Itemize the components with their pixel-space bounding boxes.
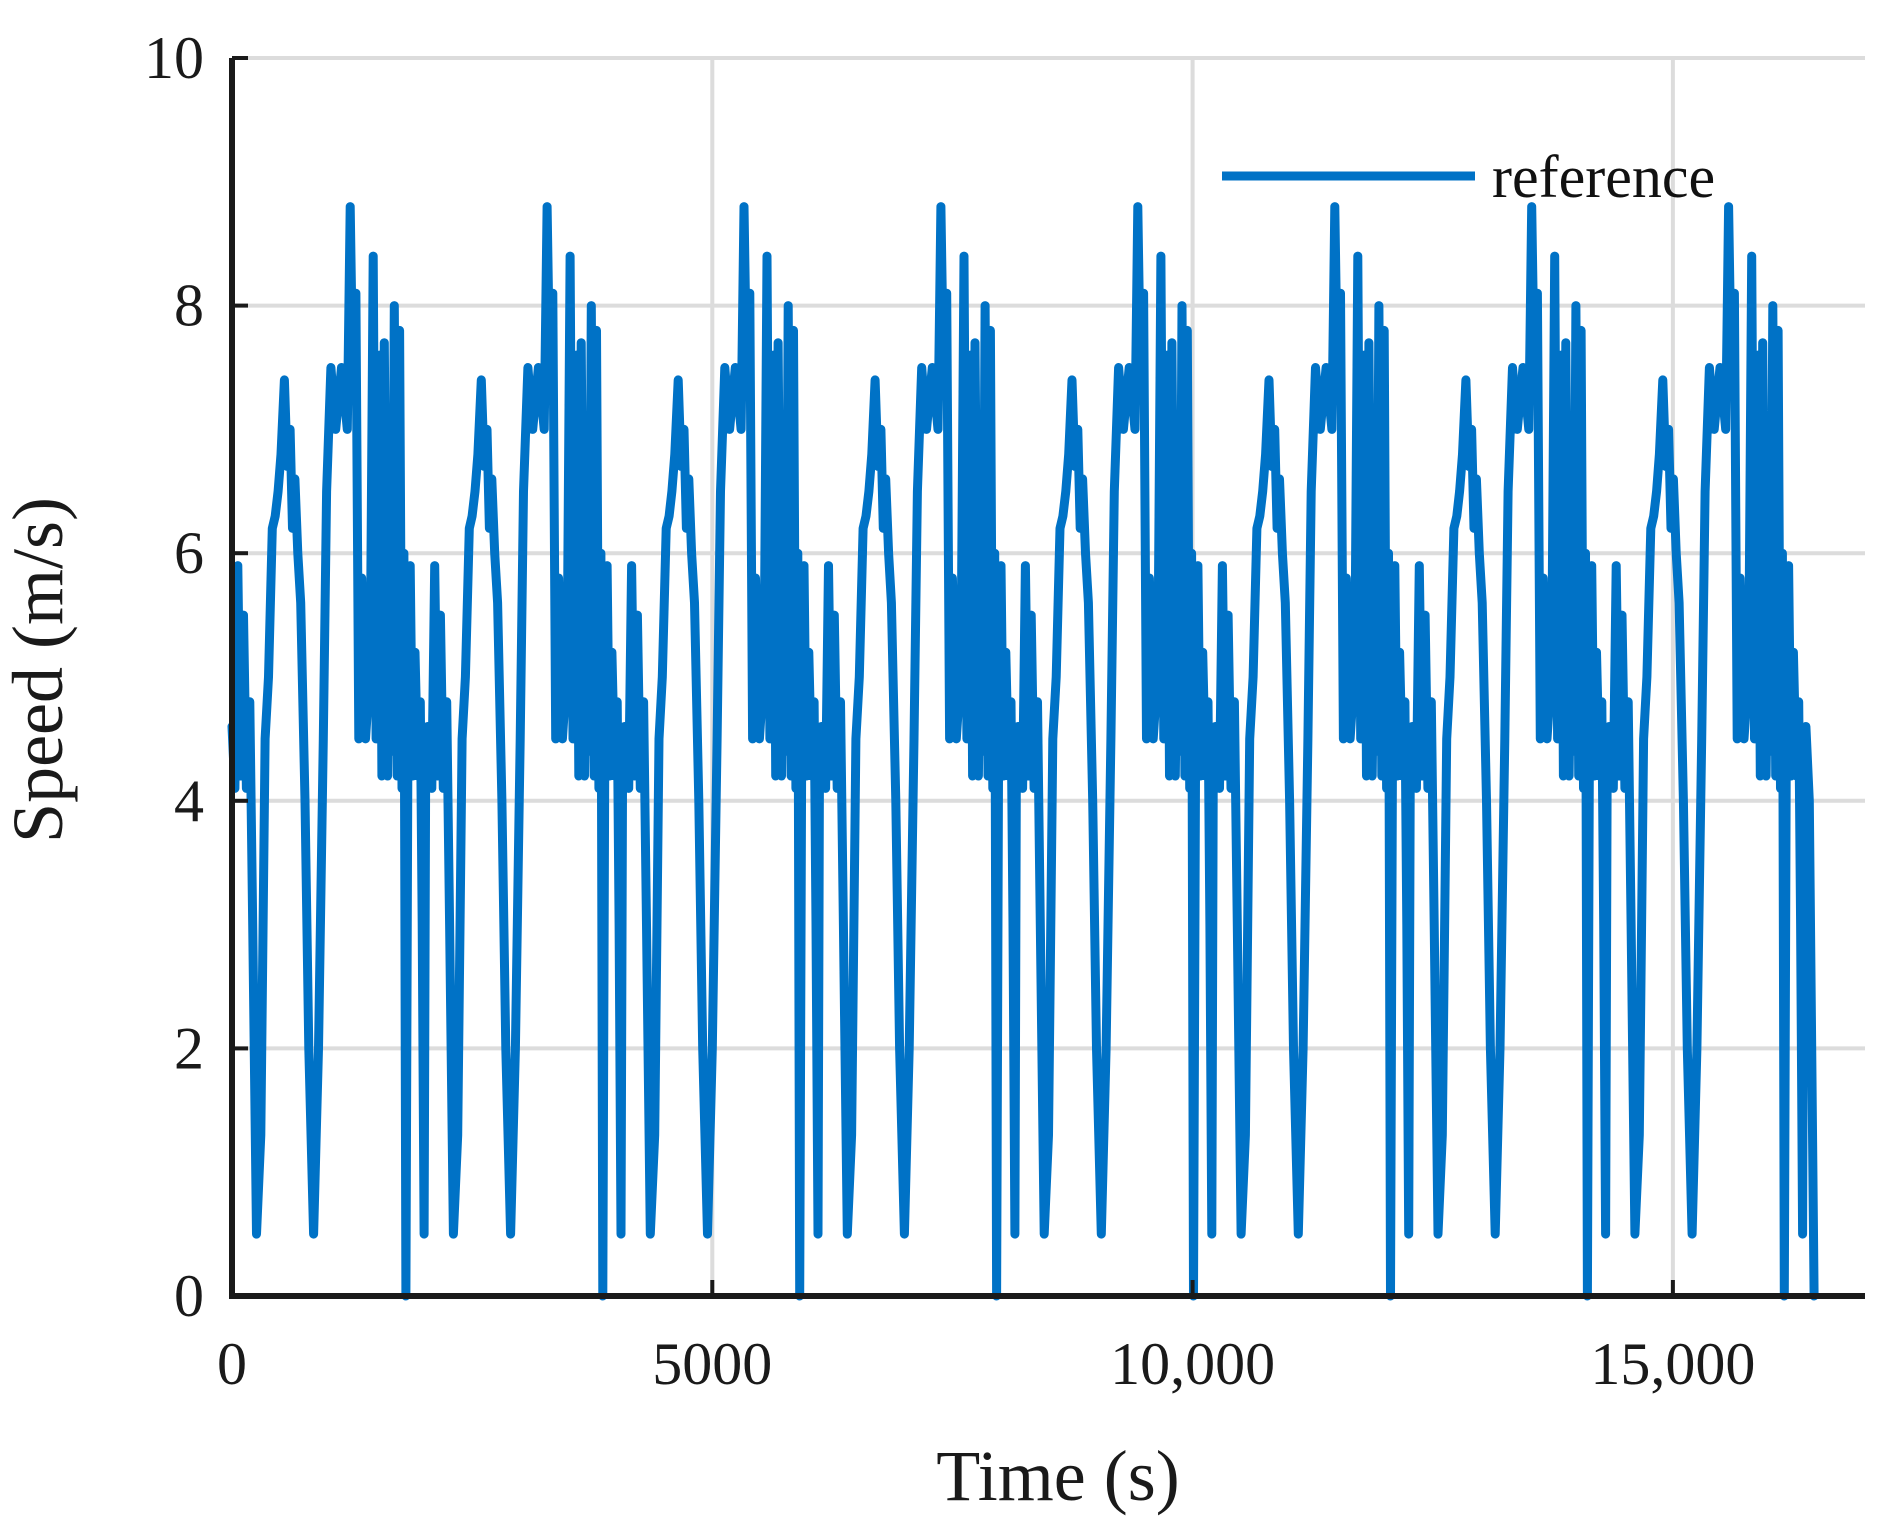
series-line-reference bbox=[227, 202, 1819, 1301]
y-tick-label-4: 8 bbox=[174, 273, 204, 339]
x-tick-label-2: 10,000 bbox=[1110, 1331, 1275, 1397]
series-layer bbox=[227, 202, 1819, 1301]
x-tick-label-1: 5000 bbox=[652, 1331, 772, 1397]
y-tick-label-2: 4 bbox=[174, 768, 204, 834]
y-tick-label-1: 2 bbox=[174, 1015, 204, 1081]
y-tick-label-5: 10 bbox=[144, 25, 204, 91]
x-tick-label-3: 15,000 bbox=[1590, 1331, 1755, 1397]
legend: reference bbox=[1222, 144, 1715, 210]
axes bbox=[229, 56, 1865, 1299]
y-tick-label-0: 0 bbox=[174, 1263, 204, 1329]
legend-label-reference: reference bbox=[1492, 144, 1715, 210]
y-axis-title: Speed (m/s) bbox=[0, 497, 78, 843]
y-tick-label-3: 6 bbox=[174, 520, 204, 586]
x-tick-label-0: 0 bbox=[217, 1331, 247, 1397]
tick-labels: 0 5000 10,000 15,000 0 2 4 6 8 10 bbox=[144, 25, 1755, 1397]
x-axis-title: Time (s) bbox=[936, 1436, 1179, 1516]
